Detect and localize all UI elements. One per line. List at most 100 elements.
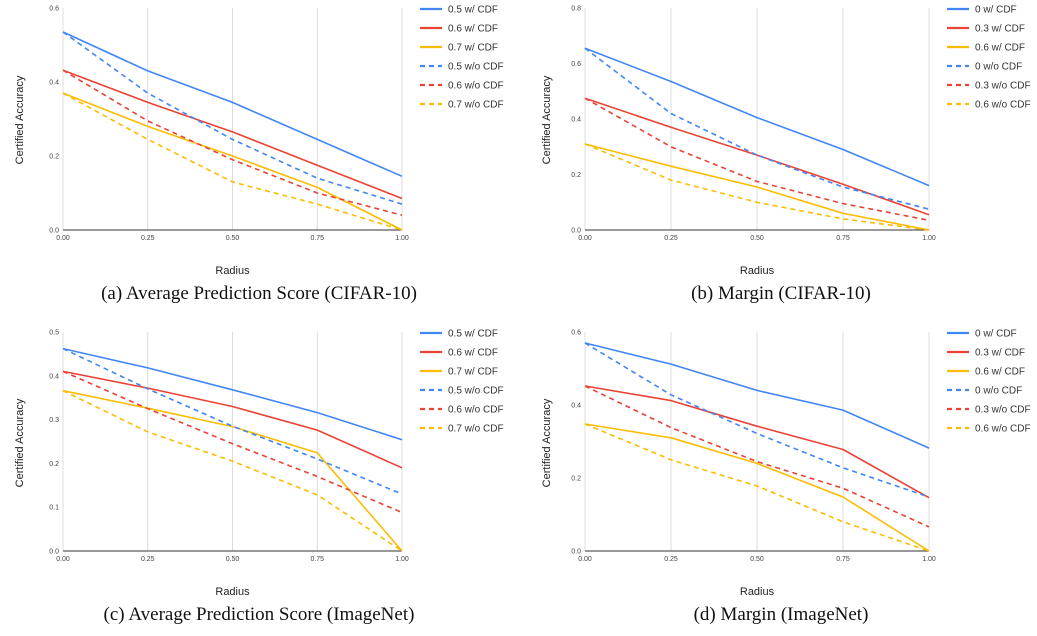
legend-entry: 0.7 w/ CDF (448, 367, 498, 378)
x-tick-label: 1.00 (395, 235, 409, 242)
chart-panel-b: 0.00 0.25 0.50 0.75 1.00 0.0 0.2 0.4 0.6 0.8 Radiu… (525, 0, 1037, 318)
y-tick-label: 0.2 (49, 154, 59, 161)
series-line (584, 143, 930, 231)
series-line (62, 92, 403, 231)
series-line (584, 423, 930, 552)
x-tick-label: 0.50 (226, 235, 240, 242)
y-tick-label: 0.3 (49, 417, 59, 424)
x-tick-label: 1.00 (395, 556, 409, 563)
chart-caption: (c) Average Prediction Score (ImageNet) (103, 604, 415, 625)
legend-entry: 0.7 w/ CDF (448, 43, 498, 54)
legend-entry: 0.7 w/o CDF (448, 424, 504, 435)
legend-entry: 0 w/o CDF (975, 386, 1022, 397)
y-tick-label: 0.4 (571, 117, 581, 124)
legend-entry: 0.6 w/o CDF (975, 100, 1031, 111)
y-tick-label: 0.6 (49, 6, 59, 13)
series-line (584, 423, 930, 552)
line-chart-b: 0.00 0.25 0.50 0.75 1.00 0.0 0.2 0.4 0.6 0.8 Radiu… (541, 5, 1031, 278)
chart-panel-d: 0.00 0.25 0.50 0.75 1.00 0.0 0.2 0.4 0.6 Radius Ce… (525, 321, 1037, 636)
x-tick-label: 0.00 (578, 235, 592, 242)
chart-caption: (d) Margin (ImageNet) (693, 604, 869, 625)
series-line (584, 47, 930, 210)
y-tick-label: 0.4 (571, 403, 581, 410)
legend-entry: 0.6 w/ CDF (448, 24, 498, 35)
y-tick-label: 0.6 (571, 330, 581, 337)
x-axis-title: Radius (215, 265, 250, 277)
x-tick-label: 0.25 (141, 556, 155, 563)
series-line (62, 69, 403, 200)
y-axis-title: Certified Accuracy (14, 75, 26, 164)
x-tick-label: 0.75 (310, 235, 324, 242)
legend-entry: 0 w/ CDF (975, 5, 1017, 16)
series-line (584, 342, 930, 449)
x-tick-label: 0.50 (750, 235, 764, 242)
y-tick-label: 0.8 (571, 6, 581, 13)
x-tick-label: 0.50 (750, 556, 764, 563)
x-tick-label: 0.00 (56, 235, 70, 242)
series-line (62, 92, 403, 231)
series-line (62, 370, 403, 514)
series-line (62, 347, 403, 441)
series-line (62, 370, 403, 469)
series-line (62, 389, 403, 552)
series-line (584, 385, 930, 528)
chart-caption: (a) Average Prediction Score (CIFAR-10) (101, 283, 417, 304)
series-line (584, 47, 930, 187)
line-chart-c: 0.00 0.25 0.50 0.75 1.00 0.0 0.1 0.2 0.3 0.4 0.5 Ra… (14, 329, 504, 599)
y-axis-title: Certified Accuracy (541, 75, 553, 164)
y-tick-label: 0.4 (49, 80, 59, 87)
y-tick-label: 0.0 (571, 549, 581, 556)
series-line (62, 31, 403, 205)
legend-entry: 0.6 w/o CDF (448, 405, 504, 416)
legend-entry: 0.3 w/ CDF (975, 24, 1025, 35)
line-chart-d: 0.00 0.25 0.50 0.75 1.00 0.0 0.2 0.4 0.6 Radius Ce… (541, 329, 1031, 599)
x-axis-title: Radius (740, 586, 775, 598)
y-axis-title: Certified Accuracy (541, 398, 553, 487)
series-line (62, 69, 403, 216)
legend-entry: 0 w/ CDF (975, 329, 1017, 340)
x-tick-label: 0.75 (310, 556, 324, 563)
chart-panel-c: 0.00 0.25 0.50 0.75 1.00 0.0 0.1 0.2 0.3 0.4 0.5 Ra… (0, 321, 518, 636)
legend-entry: 0.5 w/ CDF (448, 329, 498, 340)
legend-entry: 0.3 w/o CDF (975, 405, 1031, 416)
x-axis-title: Radius (740, 265, 775, 277)
y-tick-label: 0.4 (49, 373, 59, 380)
legend-entry: 0.6 w/ CDF (448, 348, 498, 359)
legend-entry: 0.5 w/o CDF (448, 386, 504, 397)
y-tick-label: 0.0 (571, 228, 581, 235)
x-tick-label: 0.00 (56, 556, 70, 563)
x-tick-label: 0.25 (664, 556, 678, 563)
legend-entry: 0.5 w/ CDF (448, 5, 498, 16)
series-line (62, 31, 403, 178)
legend-entry: 0.3 w/o CDF (975, 81, 1031, 92)
legend-entry: 0.6 w/ CDF (975, 367, 1025, 378)
y-tick-label: 0.5 (49, 330, 59, 337)
x-tick-label: 0.50 (226, 556, 240, 563)
legend-entry: 0.5 w/o CDF (448, 62, 504, 73)
x-tick-label: 0.75 (836, 235, 850, 242)
x-tick-label: 0.25 (664, 235, 678, 242)
legend-entry: 0.6 w/o CDF (448, 81, 504, 92)
series-line (584, 342, 930, 498)
series-line (584, 143, 930, 231)
legend-entry: 0.7 w/o CDF (448, 100, 504, 111)
line-chart-a: 0.00 0.25 0.50 0.75 1.00 0.0 0.2 0.4 0.6 Radius Ce… (14, 5, 504, 278)
series-line (584, 385, 930, 499)
y-axis-title: Certified Accuracy (14, 398, 26, 487)
series-line (62, 389, 403, 552)
x-axis-title: Radius (215, 586, 250, 598)
chart-caption: (b) Margin (CIFAR-10) (691, 283, 871, 304)
chart-panel-a: 0.00 0.25 0.50 0.75 1.00 0.0 0.2 0.4 0.6 Radius Ce… (0, 0, 518, 318)
y-tick-label: 0.0 (49, 549, 59, 556)
x-tick-label: 0.25 (141, 235, 155, 242)
y-tick-label: 0.2 (571, 172, 581, 179)
legend-entry: 0.6 w/ CDF (975, 43, 1025, 54)
x-tick-label: 1.00 (922, 235, 936, 242)
x-tick-label: 0.00 (578, 556, 592, 563)
series-line (584, 97, 930, 222)
legend-entry: 0 w/o CDF (975, 62, 1022, 73)
x-tick-label: 0.75 (836, 556, 850, 563)
legend-entry: 0.3 w/ CDF (975, 348, 1025, 359)
y-tick-label: 0.2 (571, 476, 581, 483)
legend-entry: 0.6 w/o CDF (975, 424, 1031, 435)
